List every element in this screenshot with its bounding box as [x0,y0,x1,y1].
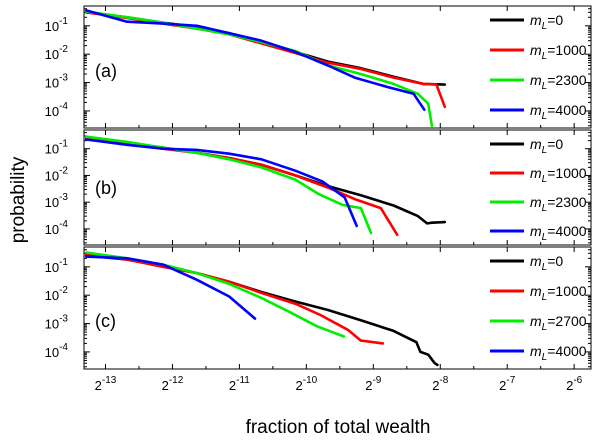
legend-label: mL=1000 [530,42,587,62]
panel-c-legend: mL=0 mL=1000 mL=2700 mL=4000 [490,253,587,363]
panel-b-series [84,135,447,237]
panel-b-legend: mL=0 mL=1000 mL=2300 mL=4000 [490,136,587,243]
panel-b-label: (b) [95,178,117,198]
series-line-mL-4000 [84,9,426,111]
series-line-mL-2300 [84,10,434,128]
legend-label: mL=0 [530,253,563,273]
legend-label: mL=2300 [530,72,587,92]
x-tick-label: 2-10 [296,375,318,393]
x-axis-title: fraction of total wealth [246,417,431,438]
series-line-mL-4000 [84,138,359,228]
series-line-mL-0 [84,254,439,367]
legend-label: mL=0 [530,136,563,156]
y-tick-label: 10-1 [45,16,69,34]
legend-label: mL=4000 [530,102,587,122]
y-tick-label: 10-3 [45,314,69,332]
series-line-mL-2700 [84,251,346,338]
x-tick-label: 2-8 [432,375,449,393]
y-tick-label: 10-4 [45,101,69,119]
legend-label: mL=2700 [530,313,587,333]
x-tick-label: 2-7 [499,375,516,393]
legend-label: mL=1000 [530,283,587,303]
series-line-mL-1000 [84,252,385,345]
y-tick-label: 10-2 [45,44,69,62]
y-tick-label: 10-4 [45,219,69,237]
panel-b: 10-410-310-210-1 (b) mL=0mL=1000mL=2300m… [45,129,592,246]
legend-label: mL=1000 [530,165,587,185]
y-tick-label: 10-2 [45,165,69,183]
series-line-mL-1000 [84,136,399,237]
y-tick-label: 10-3 [45,192,69,210]
x-tick-label: 2-13 [95,375,117,393]
series-line-mL-0 [84,136,447,225]
x-tick-label: 2-12 [162,375,184,393]
series-line-mL-4000 [84,255,257,320]
legend-label: mL=2300 [530,194,587,214]
x-tick-label: 2-6 [566,375,583,393]
panel-a-legend: mL=0 mL=1000 mL=2300 mL=4000 [490,12,587,122]
panel-a-ticks: 10-4 10-3 10-2 10-1 [45,5,591,128]
legend-label: mL=4000 [530,223,587,243]
y-tick-label: 10-3 [45,73,69,91]
panel-c-ticks: 10-4 10-3 10-2 10-1 [45,246,591,369]
panel-a: 10-410-310-210-1 (a) mL=0mL=1000mL=2300m… [45,5,592,129]
panel-a-label: (a) [95,61,117,81]
panel-b-ticks: 10-4 10-3 10-2 10-1 [45,129,591,245]
series-line-mL-1000 [84,11,447,109]
y-axis-title: probability [8,156,29,243]
panel-c-frame [83,246,592,370]
legend-label: mL=0 [530,12,563,32]
y-tick-label: 10-1 [45,139,69,157]
x-tick-label: 2-11 [229,375,250,393]
y-tick-label: 10-4 [45,342,69,360]
y-tick-label: 10-1 [45,257,69,275]
panel-a-series [84,9,447,128]
panel-c-series [84,251,439,367]
panel-c: 10-410-310-210-1 (c) mL=0mL=1000mL=2700m… [45,246,592,370]
panel-a-frame [83,5,592,129]
y-tick-label: 10-2 [45,285,69,303]
legend-label: mL=4000 [530,343,587,363]
x-tick-labels: 2-13 2-12 2-11 2-10 2-9 2-8 2-7 2-6 [95,375,583,393]
panel-b-frame [83,129,592,246]
panel-c-label: (c) [95,311,116,331]
x-tick-label: 2-9 [365,375,382,393]
